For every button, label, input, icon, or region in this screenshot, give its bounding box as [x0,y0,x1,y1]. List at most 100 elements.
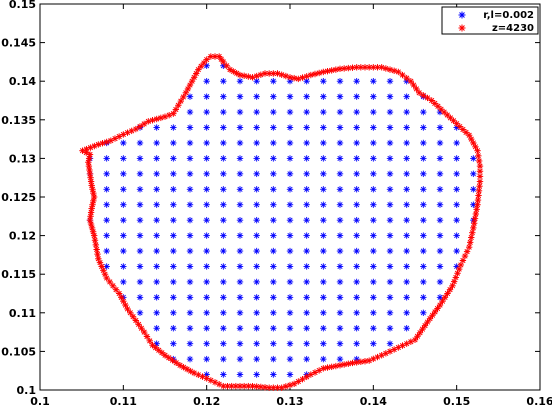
contour-point [431,100,438,107]
grid-point [470,186,477,193]
series-red-contour-points [79,53,484,391]
contour-point [90,197,97,205]
contour-point [286,74,294,81]
contour-point [424,318,431,326]
grid-point [153,278,160,286]
grid-point [203,355,210,363]
grid-point [170,216,177,224]
contour-point [136,123,144,130]
contour-point [91,237,99,244]
contour-point [395,68,402,76]
contour-point [95,141,102,148]
grid-point [220,263,227,270]
grid-point [336,155,344,162]
contour-point [416,329,424,336]
grid-point [103,216,110,224]
contour-point [357,358,365,366]
contour-point [475,152,482,160]
grid-point [353,263,360,270]
grid-point [286,201,294,208]
grid-point [203,263,210,270]
contour-point [175,102,182,109]
grid-point [170,201,177,208]
grid-point [420,263,427,270]
contour-point [421,322,429,329]
contour-point [328,363,335,371]
grid-point [236,186,244,193]
contour-point [261,70,269,77]
grid-point [470,155,477,162]
legend-marker-blue-icon [458,11,466,19]
grid-point [203,278,210,286]
x-axis-tick-labels: 0.1 0.11 0.12 0.13 0.14 0.15 0.16 [30,395,552,408]
grid-point [320,355,327,363]
contour-point [353,359,360,366]
contour-point [361,64,369,71]
contour-point [475,157,483,165]
grid-point [286,278,294,286]
grid-point [403,93,410,100]
grid-point [353,309,360,316]
grid-point [336,139,344,147]
grid-point [253,247,260,255]
grid-point [353,294,360,301]
grid-point [236,247,244,255]
contour-point [245,73,252,80]
contour-point [172,106,180,113]
grid-point [286,294,294,301]
grid-point [403,139,410,147]
grid-point [420,278,427,286]
y-tick-label: 0.13 [9,152,36,165]
grid-point [270,155,277,162]
grid-point [170,325,177,332]
grid-point [236,108,244,116]
contour-point [436,301,444,309]
legend-label-red: z=4230 [492,23,534,34]
contour-point [138,325,145,332]
grid-point [336,124,344,131]
grid-point [403,186,410,193]
grid-point [253,201,260,208]
contour-point [365,357,373,364]
grid-point [286,340,294,347]
grid-point [436,139,444,147]
contour-point [413,85,420,93]
grid-point [153,294,160,301]
contour-point [471,215,479,222]
contour-point [180,93,187,101]
grid-point [236,340,244,347]
grid-point [303,186,310,193]
grid-point [103,247,110,255]
grid-point [286,263,294,270]
grid-point [370,186,377,193]
grid-point [186,108,194,116]
grid-point [303,294,310,301]
contour-point [85,159,92,166]
grid-point [286,325,294,332]
grid-point [386,325,394,332]
grid-point [153,139,160,147]
grid-point [320,325,327,332]
grid-point [353,186,360,193]
contour-point [111,135,119,142]
contour-point [261,384,269,391]
grid-point [370,294,377,301]
grid-point [336,294,344,301]
grid-point [186,263,194,270]
grid-point [436,247,444,255]
contour-point [140,328,148,336]
grid-point [353,216,360,224]
contour-point [106,278,113,286]
grid-point [453,139,460,147]
y-tick-label: 0.12 [9,230,36,243]
grid-point [420,108,427,116]
legend-label-blue: r,l=0.002 [483,10,534,21]
grid-point [320,278,327,286]
grid-point [253,278,260,286]
grid-point [386,309,394,316]
grid-point [153,124,160,131]
grid-point [286,124,294,131]
legend-marker-red-icon [458,24,466,32]
contour-point [324,67,331,75]
contour-point [132,125,140,133]
